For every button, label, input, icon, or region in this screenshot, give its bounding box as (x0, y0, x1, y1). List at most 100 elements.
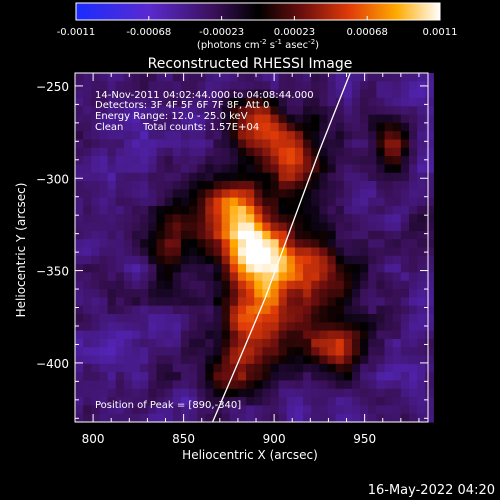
heatmap-cell (392, 397, 402, 406)
heatmap-cell (392, 89, 402, 99)
heatmap-cell (417, 388, 426, 398)
heatmap-cell (408, 239, 418, 249)
heatmap-cell (132, 397, 141, 406)
heatmap-cell (156, 413, 166, 423)
heatmap-cell (278, 189, 288, 199)
heatmap-cell (311, 172, 320, 182)
heatmap-cell (262, 131, 271, 141)
heatmap-cell (254, 172, 263, 182)
heatmap-cell (254, 397, 263, 406)
info-overlay: 14-Nov-2011 04:02:44.000 to 04:08:44.000… (95, 90, 314, 411)
heatmap-cell (221, 239, 231, 249)
heatmap-cell (417, 280, 426, 290)
heatmap-cell (425, 181, 434, 190)
heatmap-cell (303, 222, 312, 232)
heatmap-cell (417, 272, 426, 282)
heatmap-cell (205, 239, 214, 249)
heatmap-cell (148, 114, 157, 124)
heatmap-cell (115, 172, 125, 182)
heatmap-cell (205, 205, 214, 215)
heatmap-cell (278, 405, 288, 415)
heatmap-cell (417, 222, 426, 232)
heatmap-cell (303, 413, 312, 423)
heatmap-cell (237, 230, 247, 240)
heatmap-cell (164, 405, 174, 415)
heatmap-cell (343, 205, 353, 215)
heatmap-cell (132, 289, 141, 298)
heatmap-cell (123, 372, 133, 382)
heatmap-cell (286, 272, 296, 282)
heatmap-cell (311, 214, 320, 224)
heatmap-cell (327, 81, 337, 91)
heatmap-cell (408, 297, 418, 307)
heatmap-cell (319, 247, 328, 257)
heatmap-cell (148, 181, 157, 190)
heatmap-cell (197, 81, 206, 91)
heatmap-cell (376, 380, 386, 390)
heatmap-cell (360, 131, 369, 141)
heatmap-cell (115, 147, 125, 157)
heatmap-cell (123, 131, 133, 141)
heatmap-cell (425, 172, 434, 182)
heatmap-cell (180, 164, 190, 174)
heatmap-cell (368, 338, 377, 348)
heatmap-cell (425, 255, 434, 265)
heatmap-cell (140, 380, 149, 390)
heatmap-cell (400, 189, 410, 199)
heatmap-cell (278, 97, 288, 107)
heatmap-cell (229, 305, 239, 315)
heatmap-cell (172, 106, 182, 116)
heatmap-cell (278, 247, 288, 257)
heatmap-cell (172, 372, 182, 382)
heatmap-cell (115, 305, 125, 315)
heatmap-cell (400, 338, 410, 348)
heatmap-cell (335, 214, 345, 224)
heatmap-cell (303, 205, 312, 215)
heatmap-cell (392, 222, 402, 232)
heatmap-cell (294, 380, 304, 390)
heatmap-cell (303, 330, 312, 340)
heatmap-cell (417, 181, 426, 190)
heatmap-cell (123, 197, 133, 207)
heatmap-cell (254, 405, 263, 415)
colorbar-tick-label: 0.00023 (274, 27, 315, 38)
heatmap-cell (408, 289, 418, 298)
heatmap-cell (83, 363, 92, 373)
heatmap-cell (384, 106, 394, 116)
heatmap-cell (376, 97, 386, 107)
heatmap-cell (327, 139, 337, 149)
heatmap-cell (286, 89, 296, 99)
heatmap-cell (392, 305, 402, 315)
heatmap-cell (172, 97, 182, 107)
heatmap-cell (156, 405, 166, 415)
heatmap-cell (400, 205, 410, 215)
heatmap-cell (213, 156, 223, 166)
info-detectors: Detectors: 3F 4F 5F 6F 7F 8F, Att 0 (95, 100, 269, 111)
heatmap-cell (237, 147, 247, 157)
heatmap-cell (311, 89, 320, 99)
heatmap-cell (91, 230, 100, 240)
heatmap-cell (156, 89, 166, 99)
heatmap-cell (164, 189, 174, 199)
heatmap-cell (327, 97, 337, 107)
heatmap-cell (107, 172, 117, 182)
heatmap-cell (335, 147, 345, 157)
heatmap-cell (107, 164, 117, 174)
heatmap-cell (262, 372, 271, 382)
heatmap-cell (205, 230, 214, 240)
heatmap-cell (335, 289, 345, 298)
heatmap-cell (164, 355, 174, 365)
heatmap-cell (189, 338, 198, 348)
heatmap-cell (164, 97, 174, 107)
colorbar-gradient (75, 2, 441, 21)
heatmap-cell (376, 114, 386, 124)
heatmap-cell (376, 89, 386, 99)
heatmap-cell (189, 222, 198, 232)
heatmap-cell (278, 197, 288, 207)
heatmap-cell (229, 122, 239, 132)
heatmap-cell (180, 338, 190, 348)
heatmap-cell (107, 89, 117, 99)
heatmap-cell (278, 81, 288, 91)
heatmap-cell (156, 313, 166, 323)
heatmap-cell (83, 181, 92, 190)
